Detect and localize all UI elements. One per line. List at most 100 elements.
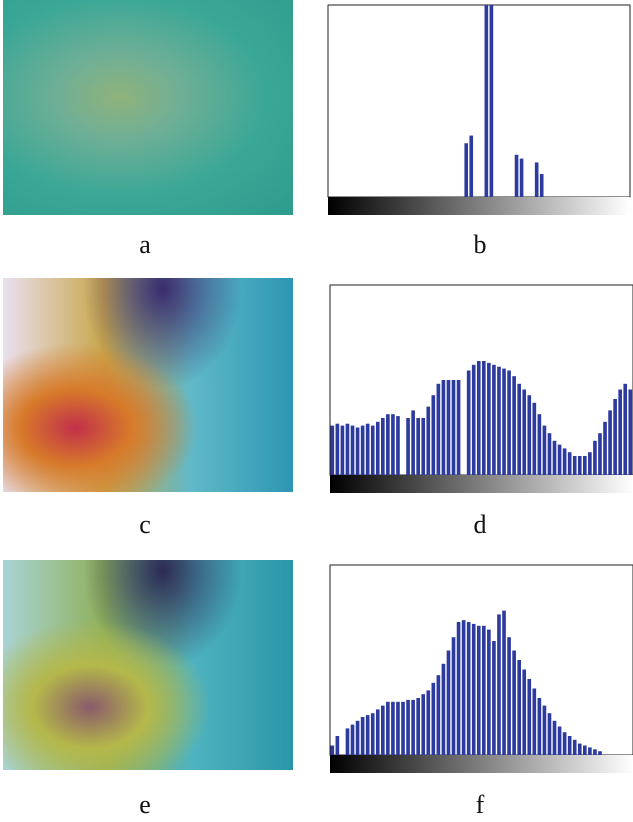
histogram-bar xyxy=(442,664,446,755)
histogram-bar xyxy=(336,736,340,755)
histogram-bar xyxy=(485,5,489,197)
histogram-bar xyxy=(437,384,441,475)
histogram-bar xyxy=(366,715,370,755)
histogram-bar xyxy=(578,744,582,755)
histogram-bar xyxy=(452,637,456,755)
histogram-bar xyxy=(421,694,425,755)
histogram-bar xyxy=(548,433,552,475)
histogram-bar xyxy=(490,5,494,197)
histogram-bar xyxy=(371,713,375,755)
histogram-bar xyxy=(477,626,481,755)
histogram-bar xyxy=(538,698,542,755)
histogram-bar xyxy=(396,416,400,475)
histogram-bar xyxy=(535,162,539,197)
histogram-bar xyxy=(507,637,511,755)
histogram-bar xyxy=(447,380,451,475)
histogram-bar xyxy=(331,746,335,756)
histogram-bar xyxy=(472,365,476,475)
histogram-bar xyxy=(457,380,461,475)
histogram-bar xyxy=(464,143,468,197)
histogram-bar xyxy=(331,426,335,475)
histogram-bar xyxy=(522,670,526,756)
histogram-bar xyxy=(598,433,602,475)
histogram-bar xyxy=(437,675,441,755)
histogram-bar xyxy=(391,702,395,755)
histogram-bar xyxy=(507,371,511,476)
histogram-bar xyxy=(623,384,627,475)
histogram-bar xyxy=(608,410,612,475)
histogram-bar xyxy=(512,651,516,756)
histogram-bar xyxy=(558,727,562,756)
histogram-bar xyxy=(381,706,385,755)
histogram-bar xyxy=(548,713,552,755)
histogram-bar xyxy=(573,740,577,755)
histogram-bar xyxy=(593,441,597,475)
histogram-bar xyxy=(573,456,577,475)
histogram-bar xyxy=(482,626,486,755)
histogram-bar xyxy=(603,422,607,475)
histogram-bar xyxy=(497,367,501,475)
intensity-strip xyxy=(330,475,633,493)
histogram-frame xyxy=(330,565,633,755)
histogram-bar xyxy=(538,414,542,475)
histogram-bar xyxy=(346,728,350,755)
histogram-bar xyxy=(553,441,557,475)
histogram-bar xyxy=(381,418,385,475)
histogram-bar xyxy=(583,746,587,756)
histogram-bar xyxy=(416,698,420,755)
histogram-bar xyxy=(401,702,405,755)
histogram-bar xyxy=(533,403,537,475)
figure: a c e b d f xyxy=(0,0,633,822)
histogram-bar xyxy=(361,717,365,755)
histogram-bar xyxy=(558,445,562,475)
histogram-bar xyxy=(442,380,446,475)
histogram-bar xyxy=(512,376,516,475)
histogram-bar xyxy=(371,426,375,475)
histogram-bar xyxy=(469,136,473,197)
histogram-bar xyxy=(376,422,380,475)
histogram-bar xyxy=(568,736,572,755)
histogram-bar xyxy=(553,721,557,755)
histogram-bar xyxy=(563,448,567,475)
histogram-frame xyxy=(330,285,633,475)
histogram-bar xyxy=(477,361,481,475)
histogram-bar xyxy=(356,721,360,755)
histogram-bar xyxy=(421,418,425,475)
histogram-bar xyxy=(588,452,592,475)
histogram-bar xyxy=(578,456,582,475)
histogram-bar xyxy=(356,428,360,476)
histogram-bar xyxy=(462,620,466,755)
histogram-bar xyxy=(386,702,390,755)
histogram-bar xyxy=(482,361,486,475)
histogram-bar xyxy=(492,641,496,755)
histogram-bar xyxy=(351,725,355,755)
histogram-bar xyxy=(432,683,436,755)
histogram-bar xyxy=(527,679,531,755)
histogram-bar xyxy=(527,395,531,475)
histogram-bar xyxy=(533,689,537,756)
histogram-bar xyxy=(563,732,567,755)
histogram-bar xyxy=(386,414,390,475)
histogram-bar xyxy=(502,611,506,755)
histogram-bar xyxy=(447,651,451,756)
histogram-bar xyxy=(515,155,519,197)
histogram-bar xyxy=(396,702,400,755)
histogram-bar xyxy=(502,369,506,475)
histogram-bar xyxy=(568,452,572,475)
histogram-bar xyxy=(346,424,350,475)
histogram-bar xyxy=(411,700,415,755)
histogram-bar xyxy=(598,751,602,755)
histogram-bar xyxy=(426,407,430,475)
histogram-bar xyxy=(517,384,521,475)
histogram-bar xyxy=(467,622,471,755)
histogram-bar xyxy=(487,630,491,755)
histograms xyxy=(0,0,633,822)
histogram-bar xyxy=(540,174,544,197)
histogram-frame xyxy=(328,5,630,197)
histogram-bar xyxy=(366,424,370,475)
intensity-strip xyxy=(328,197,630,215)
histogram-bar xyxy=(426,690,430,755)
histogram-bar xyxy=(472,624,476,755)
histogram-bar xyxy=(411,410,415,475)
histogram-bar xyxy=(520,159,524,197)
